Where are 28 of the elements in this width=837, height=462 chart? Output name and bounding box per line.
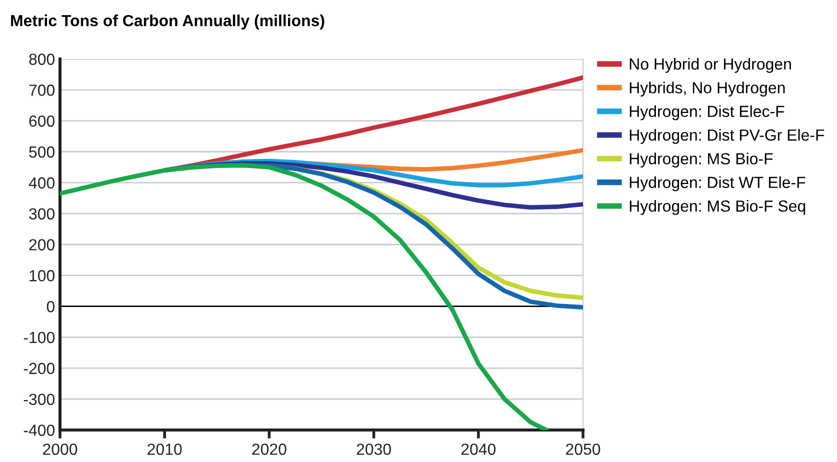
y-tick-label: 700 [29, 84, 55, 96]
x-tick-label: 2020 [252, 444, 286, 455]
legend-label: Hydrogen: MS Bio-F [630, 152, 773, 168]
x-tick-label: 2050 [566, 444, 600, 455]
legend-label: Hydrogen: Dist WT Ele-F [630, 176, 806, 192]
y-tick-label: 100 [30, 270, 55, 282]
y-tick-label: 200 [29, 239, 55, 250]
x-tick-label: 2000 [43, 444, 78, 455]
legend-label: Hydrogen: Dist PV-Gr Ele-F [630, 128, 824, 144]
y-tick-label: -300 [24, 394, 55, 406]
x-tick-label: 2010 [148, 444, 182, 455]
legend-label: Hybrids, No Hydrogen [630, 82, 785, 97]
y-tick-label: 0 [46, 300, 55, 312]
x-tick-label: 2040 [461, 444, 496, 455]
chart-title: Metric Tons of Carbon Annually (millions) [11, 14, 324, 30]
y-tick-label: 600 [29, 115, 55, 127]
y-tick-label: 500 [29, 146, 55, 158]
legend-label: No Hybrid or Hydrogen [630, 58, 791, 73]
x-tick-label: 2030 [356, 444, 391, 455]
line-series [60, 163, 549, 430]
legend-label: Hydrogen: Dist Elec-F [630, 105, 784, 120]
y-tick-label: -200 [24, 362, 55, 374]
y-tick-label: 400 [28, 177, 55, 189]
y-tick-label: -100 [24, 332, 55, 344]
y-tick-label: 800 [29, 54, 55, 65]
y-tick-label: -400 [24, 424, 55, 436]
y-tick-label: 300 [29, 208, 55, 220]
legend-label: Hydrogen: MS Bio-F Seq [630, 200, 806, 215]
